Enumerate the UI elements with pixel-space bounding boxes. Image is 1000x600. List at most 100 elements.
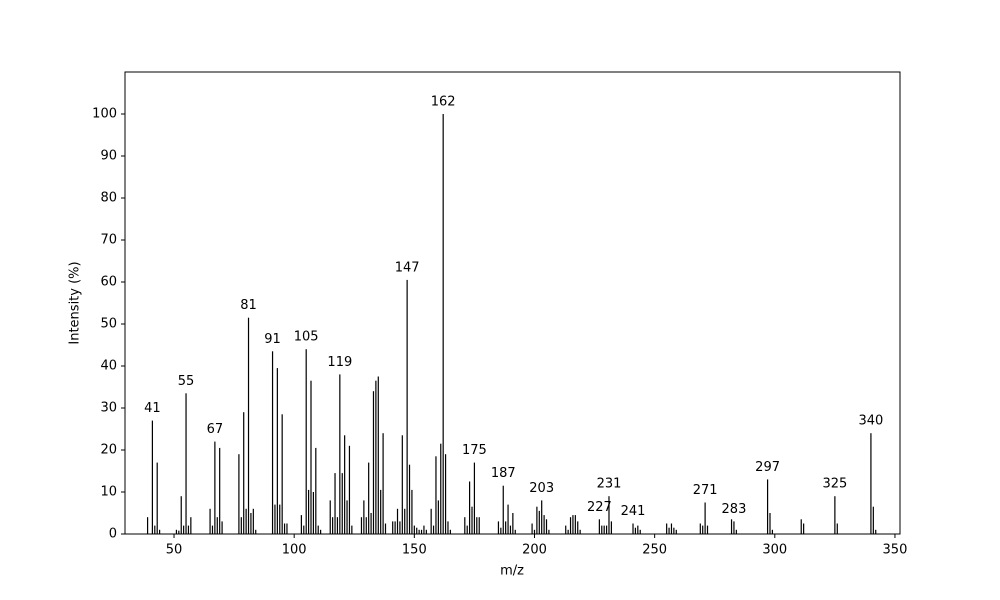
x-tick-label: 50 — [166, 543, 183, 558]
peak-bar — [396, 508, 399, 534]
x-tick-label: 150 — [402, 543, 427, 558]
peak-bar — [315, 447, 317, 534]
peak-bar — [466, 525, 468, 534]
peak-bar — [514, 529, 516, 534]
peak-bar — [363, 500, 365, 534]
peak-bar — [771, 529, 773, 534]
peak-bar — [430, 508, 432, 534]
peak-bar — [531, 523, 533, 534]
peak-bar — [279, 504, 281, 534]
peak-bar — [175, 529, 178, 534]
peak-bar — [836, 523, 838, 534]
peak-bar — [601, 525, 603, 534]
peak-label: 203 — [529, 481, 554, 496]
peak-bar — [800, 519, 802, 534]
peak-label: 231 — [597, 477, 622, 492]
peak-bar — [281, 414, 283, 534]
peak-bar — [418, 529, 420, 534]
peak-bar — [469, 481, 471, 534]
peak-bar — [569, 517, 572, 534]
peak-bar — [870, 433, 872, 534]
peak-bar — [507, 504, 509, 534]
y-tick-label: 40 — [100, 359, 117, 374]
peak-bar — [271, 351, 274, 534]
x-tick-label: 300 — [762, 543, 787, 558]
peak-bar — [384, 523, 387, 534]
peak-bar — [447, 521, 449, 534]
peak-bar — [673, 527, 675, 534]
peak-bar — [307, 489, 310, 534]
peak-bar — [399, 521, 401, 534]
peak-bar — [154, 525, 156, 534]
peak-bar — [432, 525, 435, 534]
peak-bar — [442, 114, 444, 534]
peak-bar — [675, 529, 677, 534]
peak-bar — [505, 521, 507, 534]
peak-bar — [545, 519, 548, 534]
peak-bar — [209, 508, 211, 534]
peak-bar — [548, 529, 550, 534]
peak-label: 283 — [722, 502, 747, 517]
y-tick-label: 10 — [100, 485, 117, 500]
peak-bar — [766, 479, 769, 534]
peak-bar — [348, 445, 351, 534]
peak-bar — [730, 519, 733, 534]
peak-bar — [875, 529, 877, 534]
peak-bar — [533, 529, 536, 534]
peak-bar — [401, 435, 403, 534]
y-tick-label: 30 — [100, 401, 117, 416]
peak-bar — [252, 508, 254, 534]
peak-label: 119 — [327, 355, 352, 370]
peak-bar — [377, 376, 379, 534]
peak-bar — [420, 529, 423, 534]
peak-bar — [411, 489, 413, 534]
y-tick-label: 70 — [100, 233, 117, 248]
peak-bar — [339, 374, 341, 534]
peak-bar — [509, 525, 512, 534]
peak-bar — [423, 525, 425, 534]
peak-bar — [572, 515, 574, 534]
y-axis-label: Intensity (%) — [68, 261, 83, 344]
peak-bar — [392, 521, 394, 534]
peak-bar — [699, 523, 701, 534]
peak-bar — [336, 517, 339, 534]
peak-bar — [574, 515, 576, 534]
peak-bar — [219, 447, 221, 534]
peak-label: 55 — [178, 374, 195, 389]
peak-label: 271 — [693, 483, 718, 498]
peak-bar — [317, 525, 319, 534]
peak-label: 81 — [240, 298, 257, 313]
peak-bar — [146, 517, 149, 534]
peak-bar — [255, 529, 257, 534]
y-tick-label: 20 — [100, 443, 117, 458]
peak-label: 175 — [462, 443, 487, 458]
peak-bar — [187, 525, 190, 534]
peak-bar — [238, 454, 240, 534]
peak-bar — [437, 500, 439, 534]
peak-bar — [346, 500, 348, 534]
peak-label: 162 — [431, 95, 456, 110]
peak-bar — [214, 441, 216, 534]
y-tick-label: 50 — [100, 317, 117, 332]
peak-bar — [250, 513, 252, 534]
peak-bar — [668, 527, 670, 534]
peak-bar — [706, 525, 709, 534]
peak-bar — [382, 433, 384, 534]
peak-bar — [243, 412, 245, 534]
peak-bar — [704, 502, 706, 534]
peak-bar — [605, 525, 608, 534]
peak-bar — [543, 515, 545, 534]
peak-label: 41 — [144, 401, 161, 416]
peak-bar — [803, 523, 805, 534]
peak-bar — [360, 517, 363, 534]
peak-bar — [274, 504, 276, 534]
peak-bar — [178, 530, 180, 534]
peak-bar — [303, 525, 305, 534]
peak-bar — [159, 529, 161, 534]
peak-bar — [610, 521, 612, 534]
peak-bar — [344, 435, 346, 534]
peak-bar — [471, 506, 473, 534]
peak-label: 340 — [859, 414, 884, 429]
peak-bar — [579, 529, 581, 534]
